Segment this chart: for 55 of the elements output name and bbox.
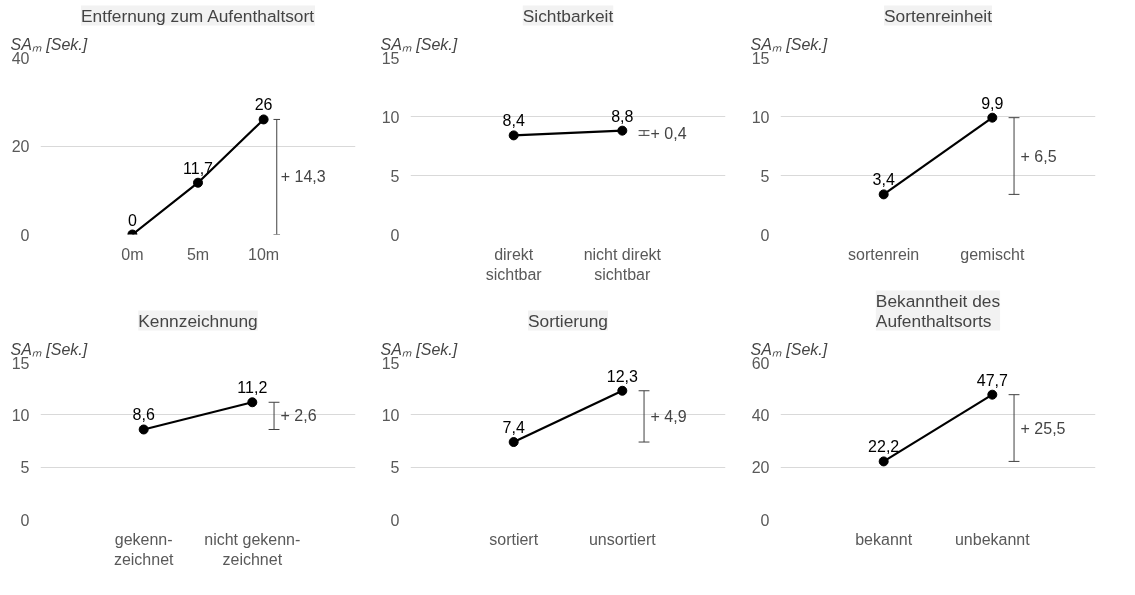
x-tick-label: nicht gekenn- zeichnet	[204, 530, 301, 568]
chart-title: Bekanntheit des Aufenthaltsorts	[875, 290, 1001, 331]
x-tick-label: 10m	[248, 245, 280, 263]
y-tick-label: 20	[11, 138, 30, 155]
data-label: 22,2	[868, 438, 900, 456]
data-label: 12,3	[606, 367, 638, 385]
data-label: 9,9	[981, 94, 1004, 112]
x-tick-label: 0m	[121, 245, 144, 263]
x-tick-label: direkt sichtbar	[485, 245, 543, 283]
data-label: 26	[254, 96, 273, 114]
x-tick-label: nicht direkt sichtbar	[583, 245, 662, 283]
annotation: + 0,4	[650, 124, 687, 142]
y-tick-label: 5	[390, 167, 400, 185]
data-label: 3,4	[872, 171, 895, 189]
y-tick-label: 0	[390, 226, 400, 244]
x-tick-label: bekannt	[855, 530, 913, 548]
x-tick-label: gekenn- zeichnet	[113, 530, 175, 568]
chart-title: Sichtbarkeit	[522, 5, 614, 26]
y-tick-label: 10	[751, 108, 770, 126]
x-tick-label: gemischt	[960, 245, 1025, 263]
annotation: + 25,5	[1020, 419, 1066, 437]
y-tick-label: 20	[751, 459, 770, 477]
y-tick-label: 0	[760, 226, 770, 244]
y-tick-label: 5	[760, 167, 770, 185]
data-label: 11,7	[183, 159, 214, 177]
annotation: + 2,6	[280, 407, 317, 425]
data-label: 7,4	[502, 419, 525, 437]
x-tick-label: unsortiert	[588, 530, 657, 548]
y-tick-label: 5	[390, 459, 400, 477]
y-tick-label: 10	[381, 108, 400, 126]
y-tick-label: 0	[760, 511, 770, 529]
data-label: 11,2	[237, 379, 268, 397]
y-tick-label: 0	[390, 511, 400, 529]
x-tick-label: unbekannt	[954, 530, 1031, 548]
data-label: 47,7	[976, 371, 1008, 389]
y-tick-label: 40	[751, 406, 770, 424]
data-label: 8,8	[611, 107, 634, 125]
annotation: + 4,9	[650, 407, 687, 425]
chart-title: Sortenreinheit	[884, 5, 993, 26]
x-tick-label: sortiert	[489, 530, 539, 548]
data-label: 8,4	[502, 112, 525, 130]
chart-title: Sortierung	[528, 310, 608, 331]
annotation: + 14,3	[280, 168, 326, 186]
y-tick-label: 10	[381, 406, 400, 424]
chart-title: Kennzeichnung	[138, 310, 258, 331]
y-tick-label: 5	[20, 459, 30, 477]
chart-title: Entfernung zum Aufenthaltsort	[80, 5, 315, 26]
data-label: 8,6	[132, 406, 155, 424]
y-tick-label: 0	[20, 511, 30, 529]
x-tick-label: sortenrein	[848, 245, 920, 263]
annotation: + 6,5	[1020, 147, 1057, 165]
data-label: 0	[127, 211, 137, 229]
x-tick-label: 5m	[186, 245, 210, 263]
y-tick-label: 0	[20, 226, 30, 244]
y-tick-label: 10	[11, 406, 30, 424]
